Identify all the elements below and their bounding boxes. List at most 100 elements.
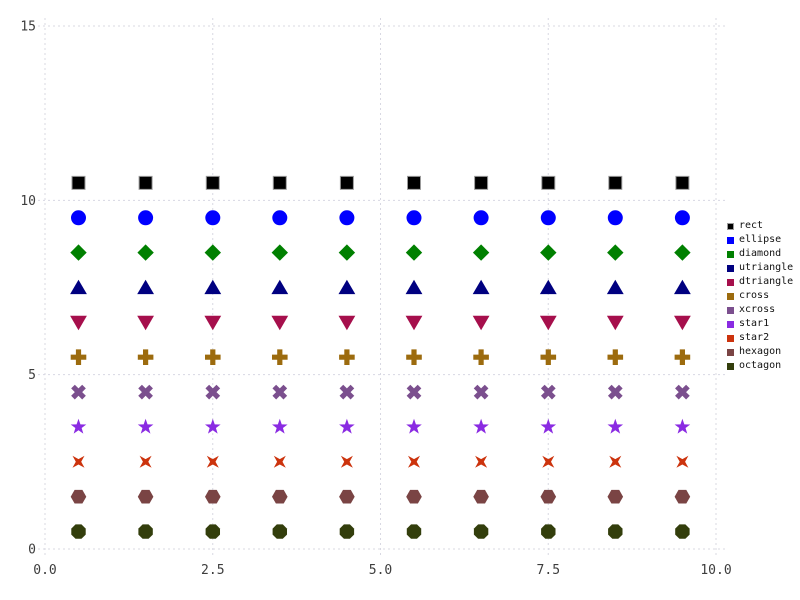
marker-cross: [272, 349, 288, 365]
marker-ellipse: [473, 210, 489, 226]
marker-utriangle: [539, 279, 557, 295]
legend-swatch: [727, 306, 734, 314]
marker-rect: [675, 175, 690, 190]
legend-swatch: [727, 222, 734, 230]
marker-xcross: [71, 384, 86, 400]
marker-utriangle: [271, 279, 289, 295]
marker-ellipse: [71, 210, 86, 226]
marker-star2: [676, 455, 689, 468]
marker-octagon: [675, 524, 690, 539]
marker-xcross: [205, 384, 221, 400]
marker-star2: [139, 455, 152, 468]
legend-swatch: [727, 236, 734, 244]
marker-hexagon: [205, 489, 221, 504]
legend-swatch: [727, 292, 734, 300]
legend-item-cross: cross: [727, 289, 793, 303]
legend-item-ellipse: ellipse: [727, 233, 793, 247]
legend-label: diamond: [739, 248, 782, 259]
marker-dtriangle: [472, 315, 490, 331]
legend-label: xcross: [739, 304, 776, 315]
marker-diamond: [405, 244, 423, 261]
marker-ellipse: [406, 210, 422, 226]
marker-star1: [540, 418, 557, 434]
marker-ellipse: [540, 210, 556, 226]
marker-utriangle: [204, 279, 222, 295]
legend-swatch: [727, 334, 734, 342]
marker-star2: [542, 455, 555, 468]
marker-star1: [339, 418, 355, 434]
legend-item-star2: star2: [727, 331, 793, 345]
y-tick-label: 15: [20, 20, 36, 35]
marker-xcross: [138, 384, 153, 400]
legend-label: star1: [739, 318, 770, 329]
marker-xcross: [540, 384, 556, 400]
legend-swatch: [727, 264, 734, 272]
marker-hexagon: [339, 489, 355, 504]
x-tick-label: 0.0: [33, 563, 56, 578]
marker-diamond: [472, 244, 490, 261]
marker-star2: [609, 455, 622, 468]
marker-hexagon: [674, 489, 691, 504]
y-tick-label: 5: [28, 368, 36, 383]
marker-rect: [608, 175, 623, 190]
marker-utriangle: [472, 279, 490, 295]
marker-hexagon: [406, 489, 422, 504]
y-tick-label: 0: [28, 543, 36, 558]
marker-dtriangle: [271, 315, 289, 331]
marker-octagon: [71, 524, 86, 539]
marker-ellipse: [339, 210, 355, 226]
marker-octagon: [406, 524, 422, 539]
legend-swatch: [727, 362, 734, 370]
legend-item-diamond: diamond: [727, 247, 793, 261]
legend-swatch: [727, 320, 734, 328]
marker-star1: [607, 418, 624, 434]
marker-star2: [273, 455, 286, 468]
marker-rect: [71, 175, 86, 190]
marker-dtriangle: [606, 315, 624, 331]
marker-rect: [138, 175, 153, 190]
legend-item-xcross: xcross: [727, 303, 793, 317]
marker-rect: [541, 175, 556, 190]
tick-labels: 0.0 2.5 5.0 7.5 10.0 0 5 10 15: [20, 20, 731, 579]
marker-utriangle: [70, 279, 87, 295]
legend-item-dtriangle: dtriangle: [727, 275, 793, 289]
marker-star2: [72, 455, 85, 468]
marker-dtriangle: [539, 315, 557, 331]
marker-star2: [475, 455, 488, 468]
marker-hexagon: [540, 489, 557, 504]
marker-hexagon: [473, 489, 489, 504]
legend-item-rect: rect: [727, 219, 793, 233]
marker-ellipse: [674, 210, 690, 226]
marker-rect: [205, 175, 220, 190]
legend-label: rect: [739, 220, 764, 231]
marker-octagon: [272, 524, 288, 539]
marker-xcross: [272, 384, 288, 400]
marker-hexagon: [137, 489, 154, 504]
marker-star1: [406, 418, 422, 434]
marker-ellipse: [607, 210, 623, 226]
marker-xcross: [473, 384, 489, 400]
marker-utriangle: [606, 279, 624, 295]
marker-hexagon: [607, 489, 624, 504]
marker-cross: [473, 349, 489, 365]
marker-star1: [272, 418, 288, 434]
marker-hexagon: [70, 489, 87, 504]
marker-diamond: [70, 244, 87, 261]
marker-cross: [137, 349, 154, 365]
marker-dtriangle: [70, 315, 87, 331]
marker-dtriangle: [674, 315, 691, 331]
x-tick-label: 2.5: [201, 563, 224, 578]
marker-diamond: [271, 244, 288, 261]
marker-rect: [474, 175, 489, 190]
legend-label: dtriangle: [739, 276, 794, 287]
marker-cross: [540, 349, 557, 365]
marker-octagon: [473, 524, 489, 539]
marker-utriangle: [405, 279, 423, 295]
legend-item-hexagon: hexagon: [727, 345, 793, 359]
marker-rect: [407, 175, 421, 190]
marker-utriangle: [137, 279, 154, 295]
markers: [70, 175, 691, 539]
y-tick-label: 10: [20, 194, 36, 209]
marker-star2: [407, 455, 421, 468]
